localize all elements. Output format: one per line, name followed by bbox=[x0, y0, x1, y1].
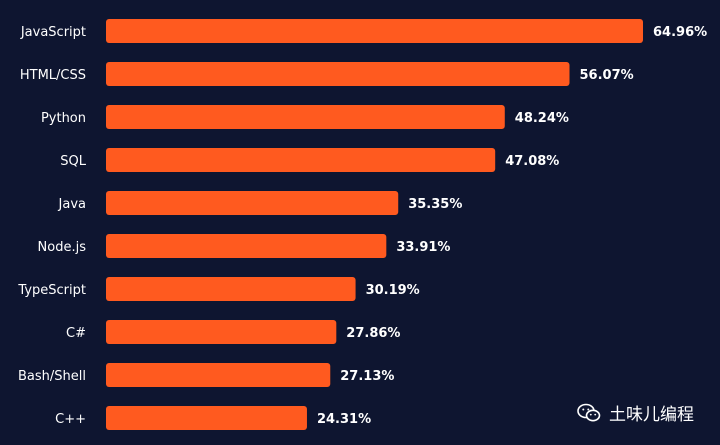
category-label: Python bbox=[41, 111, 86, 126]
value-label: 30.19% bbox=[366, 283, 420, 298]
value-label: 64.96% bbox=[653, 25, 707, 40]
value-label: 27.13% bbox=[340, 369, 394, 384]
bar bbox=[106, 191, 399, 215]
value-label: 27.86% bbox=[346, 326, 400, 341]
bar bbox=[106, 19, 643, 43]
bar bbox=[106, 363, 331, 387]
category-label: HTML/CSS bbox=[20, 68, 86, 83]
bar bbox=[106, 62, 570, 86]
bar bbox=[106, 234, 387, 258]
value-label: 56.07% bbox=[580, 68, 634, 83]
bar bbox=[106, 406, 307, 430]
category-label: SQL bbox=[60, 154, 86, 169]
value-label: 35.35% bbox=[408, 197, 462, 212]
watermark: 土味儿编程 bbox=[577, 400, 694, 425]
category-label: C++ bbox=[55, 412, 86, 427]
category-label: JavaScript bbox=[20, 25, 86, 40]
value-label: 48.24% bbox=[515, 111, 569, 126]
category-label: C# bbox=[66, 326, 86, 341]
value-label: 47.08% bbox=[505, 154, 559, 169]
wechat-icon bbox=[577, 403, 601, 421]
bar bbox=[106, 105, 505, 129]
category-label: Java bbox=[58, 197, 86, 212]
category-label: TypeScript bbox=[17, 283, 86, 298]
category-label: Node.js bbox=[38, 240, 87, 255]
bar bbox=[106, 277, 356, 301]
category-label: Bash/Shell bbox=[18, 369, 86, 384]
bar bbox=[106, 320, 337, 344]
value-label: 33.91% bbox=[396, 240, 450, 255]
bar bbox=[106, 148, 496, 172]
watermark-text: 土味儿编程 bbox=[609, 405, 694, 425]
value-label: 24.31% bbox=[317, 412, 371, 427]
